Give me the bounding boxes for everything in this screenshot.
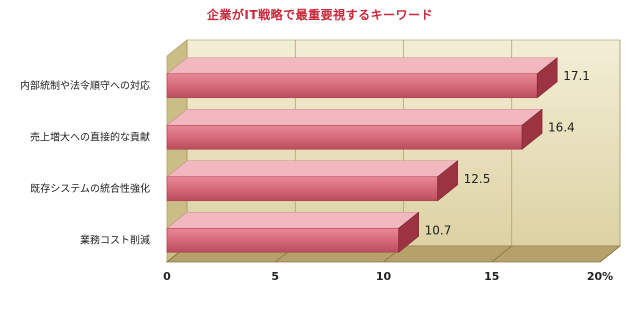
x-tick-label-2: 10	[376, 270, 392, 283]
bar-0	[166, 57, 559, 99]
bar-front-1	[166, 124, 523, 150]
bar-side-3	[398, 211, 419, 253]
bar-top-2	[166, 160, 459, 178]
bars-group	[166, 57, 559, 253]
bar-front-0	[166, 73, 538, 99]
floor-grid-line-4	[599, 245, 621, 263]
x-tick-label-3: 15	[484, 270, 499, 283]
bar-top-0	[166, 57, 559, 75]
value-label-0: 17.1	[563, 69, 590, 83]
x-tick-label-0: 0	[163, 270, 171, 283]
category-label-2: 既存システムの統合性強化	[30, 182, 150, 195]
chart-title: 企業がIT戦略で最重要視するキーワード	[206, 8, 434, 22]
bar-top-3	[166, 211, 420, 229]
bar-front-2	[166, 176, 438, 202]
value-label-3: 10.7	[425, 223, 452, 237]
floor-grid-line-3	[491, 245, 512, 263]
bar-3	[166, 211, 420, 253]
bar-2	[166, 160, 459, 202]
bar-side-0	[536, 57, 558, 99]
bar-side-1	[521, 108, 543, 150]
x-tick-label-4: 20%	[587, 270, 613, 283]
value-label-2: 12.5	[464, 172, 491, 186]
bar-side-2	[437, 160, 458, 202]
bar-1	[166, 108, 543, 150]
category-label-3: 業務コスト削減	[80, 233, 150, 246]
value-label-1: 16.4	[548, 120, 575, 134]
labels-group: 0 5 10 15 20% 17.1 内部統制や法令順守への対応 16.4 売上増大への直接的な…	[20, 69, 613, 283]
category-label-0: 内部統制や法令順守への対応	[20, 79, 150, 92]
bar-top-1	[166, 108, 543, 126]
category-label-1: 売上増大への直接的な貢献	[30, 130, 150, 143]
x-tick-label-1: 5	[271, 270, 279, 283]
bar-front-3	[166, 227, 399, 253]
